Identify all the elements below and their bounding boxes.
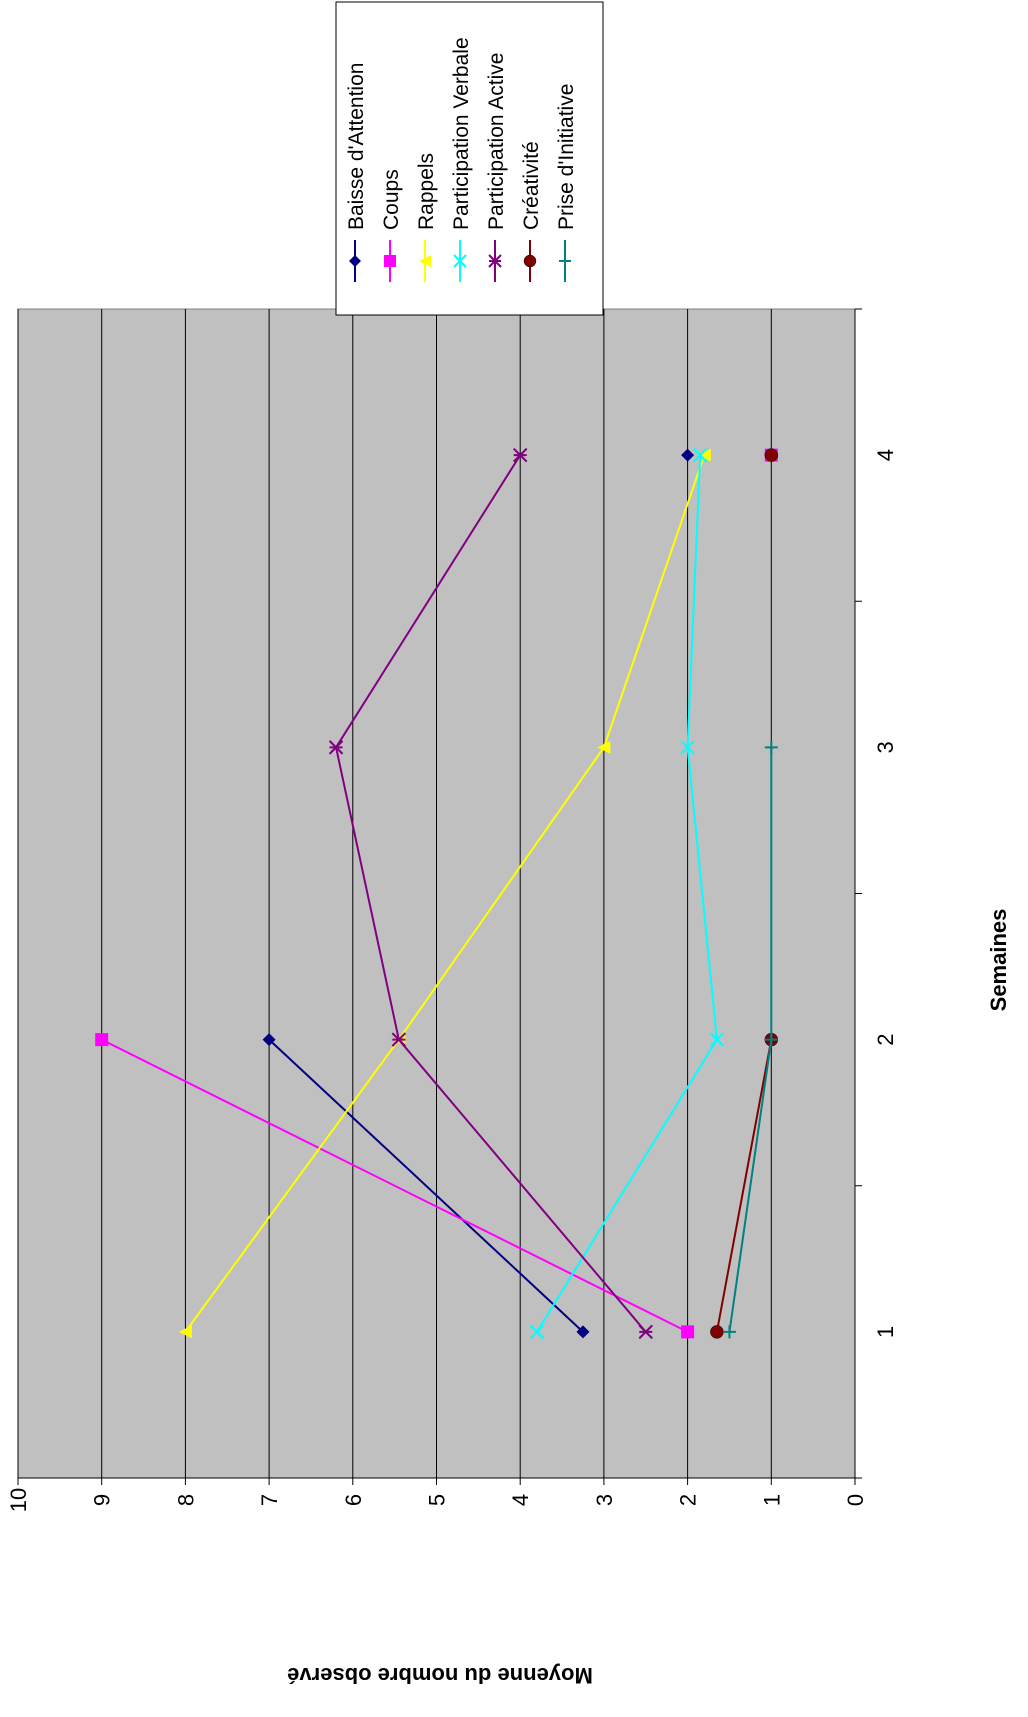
legend-marker-icon — [488, 254, 502, 268]
value-tick-label: 8 — [173, 1494, 198, 1506]
legend: Baisse d'Attention Coups Rappels Participat… — [335, 1, 604, 316]
category-tick-label: 3 — [873, 741, 898, 753]
data-point — [697, 448, 711, 462]
legend-label: Rappels — [415, 153, 438, 230]
legend-marker-icon — [523, 254, 537, 268]
data-point — [529, 1324, 545, 1340]
marker-stroke — [453, 254, 467, 268]
legend-label: Participation Verbale — [450, 37, 473, 230]
value-tick-label: 9 — [90, 1494, 115, 1506]
data-point — [95, 1033, 109, 1047]
value-tick-label: 1 — [759, 1494, 784, 1506]
data-point — [638, 1324, 653, 1340]
series-line — [268, 1038, 584, 1333]
value-tick-label: 3 — [592, 1494, 617, 1506]
category-tick-label: 1 — [873, 1326, 898, 1338]
legend-marker-icon — [453, 254, 467, 268]
marker-stroke — [529, 1324, 545, 1340]
legend-label: Créativité — [520, 141, 543, 230]
legend-marker-icon — [349, 255, 361, 267]
series-line — [715, 1039, 773, 1333]
series-line — [184, 454, 706, 1333]
legend-item: Baisse d'Attention — [345, 63, 368, 282]
value-tick-label: 7 — [257, 1494, 282, 1506]
value-tick-label: 6 — [341, 1494, 366, 1506]
data-point — [709, 1032, 725, 1047]
data-point — [722, 1325, 736, 1339]
value-tick-label: 10 — [6, 1488, 31, 1512]
series-participation-active — [328, 447, 653, 1340]
legend-item: Participation Active — [485, 53, 508, 282]
data-point — [680, 740, 695, 755]
data-point — [681, 448, 695, 462]
category-tick-label: 2 — [873, 1034, 898, 1046]
data-point — [764, 1033, 778, 1047]
value-tick-label: 0 — [843, 1494, 868, 1506]
legend-item: Coups — [380, 169, 403, 282]
legend-item: Créativité — [520, 141, 543, 282]
legend-label: Participation Active — [485, 53, 508, 230]
marker-stroke — [680, 740, 695, 755]
data-point — [597, 740, 611, 754]
y-axis-title: Moyenne du nombre observé — [287, 1663, 593, 1688]
data-point — [576, 1325, 590, 1339]
marker-stroke — [709, 1032, 725, 1047]
data-point — [681, 1325, 695, 1339]
data-point — [512, 447, 528, 463]
tick-labels: 0 1 2 3 4 5 6 7 8 9 10 1 2 3 4 — [6, 449, 898, 1512]
series-participation-verbale — [529, 447, 725, 1340]
x-axis-title: Semaines — [986, 909, 1011, 1012]
axes — [17, 308, 862, 1485]
series-line — [536, 455, 718, 1333]
legend-item: Prise d'Initiative — [555, 84, 578, 282]
data-point — [328, 740, 344, 755]
series-line — [101, 1038, 689, 1333]
data-point — [692, 447, 708, 463]
series-line — [334, 454, 647, 1333]
data-point — [764, 740, 778, 754]
legend-marker-icon — [419, 255, 431, 267]
data-point — [178, 1325, 192, 1339]
category-tick-label: 4 — [873, 449, 898, 461]
value-tick-label: 4 — [508, 1494, 533, 1506]
value-tick-label: 2 — [676, 1494, 701, 1506]
data-point — [710, 1325, 724, 1339]
series-baisse-d-attention — [262, 448, 695, 1339]
data-point — [764, 448, 779, 462]
legend-box — [335, 1, 604, 316]
marker-stroke — [692, 447, 708, 463]
data-point — [391, 1032, 407, 1047]
legend-label: Prise d'Initiative — [555, 84, 578, 230]
series-prise-d-initiative — [722, 740, 778, 1339]
value-tick-label: 5 — [425, 1494, 450, 1506]
data-point — [262, 1033, 276, 1047]
legend-marker-icon — [559, 255, 571, 267]
legend-marker-icon — [384, 255, 396, 267]
legend-item: Rappels — [415, 153, 438, 282]
legend-item: Participation Verbale — [450, 37, 473, 282]
legend-label: Baisse d'Attention — [345, 63, 368, 230]
series-group — [95, 447, 779, 1340]
legend-label: Coups — [380, 169, 403, 230]
